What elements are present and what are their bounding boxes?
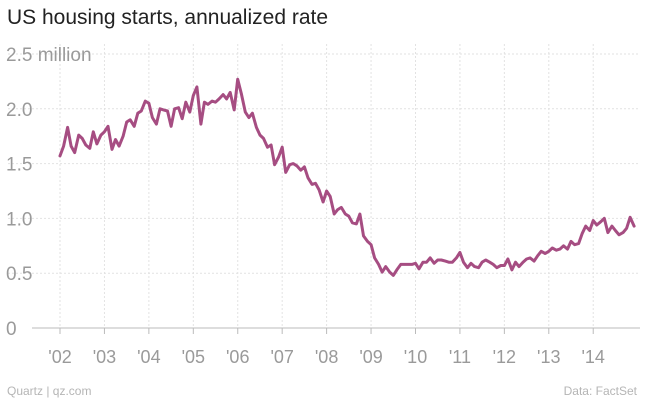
y-tick-label: 2.0 bbox=[6, 100, 32, 121]
x-tick-label: '07 bbox=[270, 347, 293, 367]
y-tick-label: 2.5 million bbox=[6, 45, 92, 66]
y-tick-label: 0.5 bbox=[6, 264, 32, 285]
x-tick-label: '11 bbox=[449, 347, 471, 367]
x-tick-label: '14 bbox=[581, 347, 604, 367]
chart-title: US housing starts, annualized rate bbox=[7, 6, 329, 29]
x-tick-label: '10 bbox=[404, 347, 427, 367]
x-tick-label: '03 bbox=[93, 347, 116, 367]
x-tick-label: '13 bbox=[537, 347, 560, 367]
x-tick-label: '02 bbox=[48, 347, 71, 367]
x-tick-label: '04 bbox=[137, 347, 160, 367]
x-tick-label: '09 bbox=[359, 347, 382, 367]
series-line bbox=[58, 77, 636, 277]
x-tick-label: '05 bbox=[182, 347, 205, 367]
data-source: Data: FactSet bbox=[563, 384, 637, 398]
x-tick-label: '12 bbox=[493, 347, 516, 367]
source-credit: Quartz | qz.com bbox=[7, 384, 92, 398]
x-tick-label: '08 bbox=[315, 347, 338, 367]
x-tick-label: '06 bbox=[226, 347, 249, 367]
y-tick-label: 1.5 bbox=[6, 155, 32, 176]
y-tick-label: 0 bbox=[6, 319, 17, 340]
y-tick-label: 1.0 bbox=[6, 209, 32, 230]
